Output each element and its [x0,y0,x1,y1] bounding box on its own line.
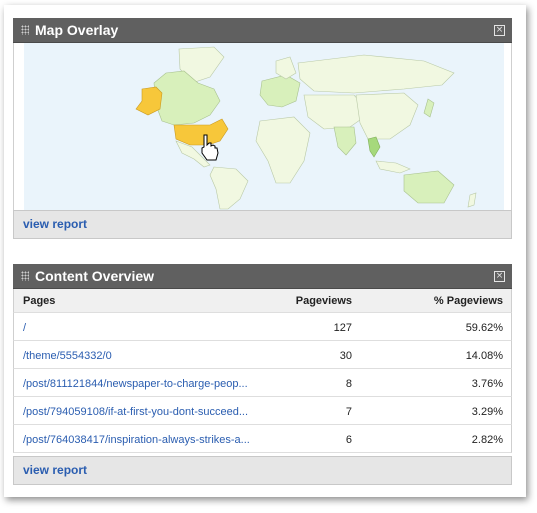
world-map[interactable] [24,43,504,210]
view-report-link[interactable]: view report [23,217,88,231]
close-icon[interactable]: × [494,25,505,36]
content-overview-widget: Content Overview × Pages Pageviews % Pag… [13,264,512,485]
page-link[interactable]: /post/764038417/inspiration-always-strik… [23,434,250,446]
content-footer: view report [13,456,512,485]
alaska[interactable] [135,86,163,116]
greenland[interactable] [178,46,225,84]
africa[interactable] [255,116,311,184]
pageviews-value: 127 [333,322,352,334]
percent-value: 14.08% [465,350,503,362]
percent-value: 3.29% [471,406,503,418]
view-report-link[interactable]: view report [23,463,88,477]
page-link[interactable]: /post/794059108/if-at-first-you-dont-suc… [23,406,249,418]
widget-title: Content Overview [35,268,155,284]
column-header-percent[interactable]: % Pageviews [433,295,503,307]
page-link[interactable]: / [23,322,27,334]
australia[interactable] [403,170,455,204]
pageviews-value: 6 [345,434,352,446]
pageviews-value: 8 [345,378,352,390]
table-row: /post/794059108/if-at-first-you-dont-suc… [13,397,512,425]
united-states[interactable] [173,118,229,146]
hand-cursor-icon [201,134,219,161]
page-link[interactable]: /theme/5554332/0 [23,350,112,362]
drag-handle-icon[interactable] [21,25,29,35]
indonesia[interactable] [375,160,411,174]
japan[interactable] [423,98,435,118]
map-area[interactable] [13,43,512,210]
close-icon[interactable]: × [494,271,505,282]
scandinavia[interactable] [275,56,297,80]
percent-value: 3.76% [471,378,503,390]
russia[interactable] [297,54,455,94]
south-america[interactable] [209,166,249,210]
percent-value: 59.62% [465,322,503,334]
china[interactable] [355,92,419,140]
pageviews-value: 30 [339,350,352,362]
column-header-pageviews[interactable]: Pageviews [295,295,352,307]
page-link[interactable]: /post/811121844/newspaper-to-charge-peop… [23,378,248,390]
table-row: /post/811121844/newspaper-to-charge-peop… [13,369,512,397]
canada[interactable] [153,70,221,126]
widget-header[interactable]: Map Overlay × [13,18,512,43]
column-header-pages[interactable]: Pages [23,295,56,307]
table-row: /theme/5554332/0 30 14.08% [13,341,512,369]
widget-header[interactable]: Content Overview × [13,264,512,289]
content-table: Pages Pageviews % Pageviews / 127 59.62%… [13,289,512,453]
widget-title: Map Overlay [35,22,119,38]
table-header-row: Pages Pageviews % Pageviews [13,289,512,313]
percent-value: 2.82% [471,434,503,446]
pageviews-value: 7 [345,406,352,418]
mexico[interactable] [175,140,211,168]
thailand[interactable] [367,136,381,158]
map-overlay-widget: Map Overlay × [13,18,512,239]
table-row: /post/764038417/inspiration-always-strik… [13,425,512,453]
new-zealand[interactable] [467,192,477,208]
india[interactable] [333,126,357,156]
drag-handle-icon[interactable] [21,271,29,281]
map-footer: view report [13,210,512,239]
table-row: / 127 59.62% [13,313,512,341]
